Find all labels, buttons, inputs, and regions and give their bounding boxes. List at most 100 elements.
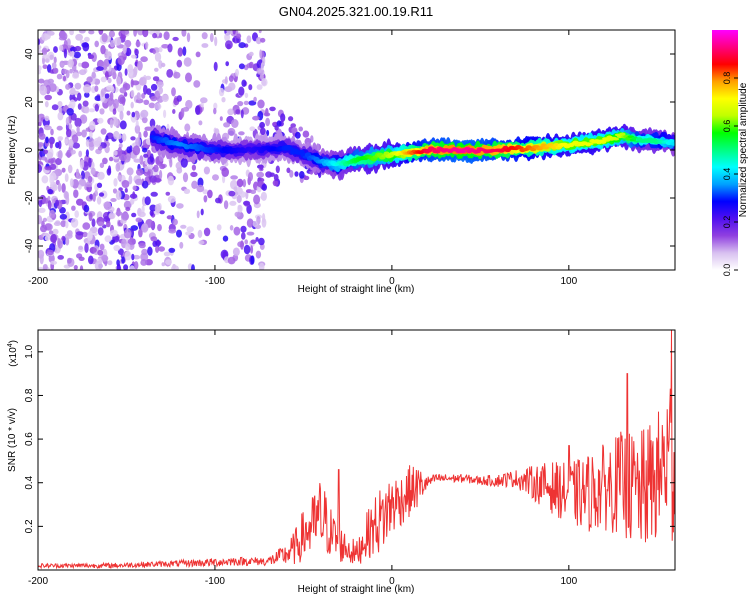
spectrogram-noise-blob [61,32,68,41]
spectrogram-noise-blob [157,81,164,88]
spectrogram-noise-blob [91,71,96,79]
spectrogram-noise-blob [119,87,127,94]
spectrogram-noise-blob [150,96,158,102]
spectrogram-noise-blob [150,83,158,91]
spectrogram-fan-blob [276,120,282,127]
spectrogram-noise-blob [118,143,123,149]
snr-data [38,330,675,570]
spectrogram-noise-blob [200,102,204,108]
spectrogram-noise-blob [74,210,79,218]
spectrogram-noise-blob [139,76,147,86]
spectrogram-noise-blob [142,147,148,153]
spectrogram-xtick-label: 0 [389,276,395,287]
spectrogram-noise-blob [38,132,46,140]
spectrogram-noise-blob [117,38,122,46]
spectrogram-ylabel: Frequency (Hz) [7,116,18,185]
spectrogram-noise-blob [191,180,198,189]
spectrogram-noise-blob [79,159,85,169]
spectrogram-noise-blob [88,157,92,168]
spectrogram-noise-blob [77,92,82,102]
spectrogram-noise-blob [78,62,82,67]
spectrogram-noise-blob [82,222,91,230]
spectrogram-noise-blob [244,92,249,99]
spectrogram-noise-blob [154,104,158,110]
spectrogram-ytick-label: 20 [24,96,35,108]
spectrogram-fan-blob [299,171,305,179]
colorbar-gradient [712,30,738,270]
spectrogram-noise-blob [203,166,210,175]
spectrogram-noise-blob [75,168,80,178]
spectrogram-fan-blob [274,125,279,131]
spectrogram-noise-blob [168,247,176,253]
colorbar-tick-label: 0.2 [722,216,732,229]
spectrogram-noise-blob [44,94,52,101]
spectrogram-noise-blob [238,63,245,70]
spectrogram-noise-blob [246,35,252,44]
spectrogram-noise-blob [228,75,234,82]
spectrogram-noise-blob [176,95,182,102]
spectrogram-noise-blob [149,169,153,177]
spectrogram-noise-blob [91,52,97,63]
spectrogram-noise-blob [221,97,226,103]
spectrogram-ytick-label: 0 [24,147,35,153]
spectrogram-noise-blob [134,261,139,270]
spectrogram-noise-blob [76,198,84,206]
spectrogram-noise-blob [130,136,136,141]
snr-ylabel: SNR (10 * v/v) [7,408,18,472]
spectrogram-noise-blob [69,89,76,96]
spectrogram-noise-blob [78,69,87,76]
spectrogram-noise-blob [93,137,102,148]
spectrogram-noise-blob [143,99,150,106]
spectrogram-noise-blob [141,116,148,124]
spectrogram-noise-blob [154,67,159,72]
spectrogram-noise-blob [250,189,257,194]
spectrogram-noise-blob [168,228,177,234]
spectrogram-noise-blob [44,101,49,108]
spectrogram-noise-blob [112,188,118,194]
spectrogram-noise-blob [115,162,121,172]
spectrogram-noise-blob [171,87,176,97]
spectrogram-noise-blob [131,212,137,218]
spectrogram-ytick-label: -20 [24,190,35,205]
spectrogram-noise-blob [182,107,190,112]
spectrogram-noise-blob [233,226,241,236]
spectrogram-noise-blob [229,200,237,206]
spectrogram-noise-blob [185,231,192,236]
spectrogram-noise-blob [144,165,149,173]
spectrogram-noise-blob [88,108,96,113]
spectrogram-fan-blob [275,165,280,174]
spectrogram-noise-blob [97,171,105,180]
spectrogram-noise-blob [38,142,44,147]
spectrogram-noise-blob [78,245,83,250]
spectrogram-noise-blob [227,108,234,116]
snr-ytick-label: 0.2 [24,519,35,533]
spectrogram-noise-blob [176,229,182,238]
spectrogram-fan-blob [260,127,266,136]
spectrogram-noise-blob [76,125,80,134]
spectrogram-noise-blob [243,244,251,255]
snr-ytick-label: 0.6 [24,432,35,446]
spectrogram-noise-blob [182,46,187,56]
spectrogram-noise-blob [69,68,73,74]
spectrogram-noise-blob [238,131,245,136]
spectrogram-noise-blob [258,237,265,246]
spectrogram-noise-blob [84,92,90,98]
spectrogram-noise-blob [104,93,110,99]
spectrogram-noise-blob [133,30,137,37]
snr-exponent: (x104) [7,340,19,367]
spectrogram-noise-blob [112,108,117,115]
spectrogram-noise-blob [46,30,52,35]
spectrogram-noise-blob [85,139,90,148]
spectrogram-noise-blob [70,218,79,228]
spectrogram-noise-blob [182,172,189,183]
spectrogram-noise-blob [88,54,95,59]
spectrogram-noise-blob [107,77,112,84]
spectrogram-noise-blob [237,101,244,107]
spectrogram-noise-blob [38,38,41,46]
snr-xlabel: Height of straight line (km) [298,584,415,595]
spectrogram-noise-blob [222,235,229,242]
spectrogram-noise-blob [136,113,140,119]
spectrogram-noise-blob [107,165,112,174]
spectrogram-noise-blob [260,195,266,200]
spectrogram-noise-blob [195,51,201,58]
